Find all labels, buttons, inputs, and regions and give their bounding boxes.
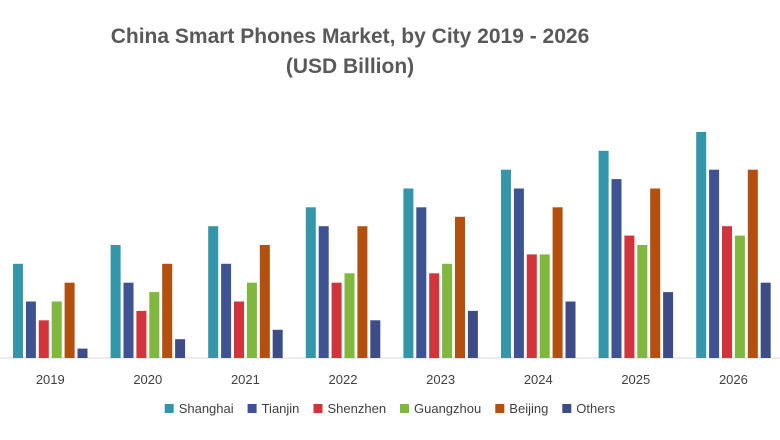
- bar-shanghai-2024: [501, 169, 511, 358]
- legend-swatch-others: [562, 404, 572, 413]
- bar-guangzhou-2022: [344, 273, 355, 359]
- legend-item-shanghai: Shanghai: [164, 401, 234, 416]
- legend-swatch-guangzhou: [400, 404, 409, 413]
- x-tick-label-2024: 2024: [524, 372, 553, 387]
- bar-beijing-2024: [552, 207, 563, 358]
- legend-swatch-tianjin: [247, 404, 257, 413]
- chart-title: China Smart Phones Market, by City 2019 …: [0, 22, 700, 82]
- bar-shanghai-2021: [208, 226, 219, 358]
- bar-shanghai-2023: [403, 188, 414, 358]
- bar-others-2022: [370, 320, 381, 358]
- legend-item-guangzhou: Guangzhou: [400, 401, 481, 416]
- x-tick-label-2023: 2023: [426, 372, 455, 387]
- bar-guangzhou-2019: [51, 301, 62, 358]
- bar-tianjin-2026: [709, 169, 720, 358]
- bar-beijing-2026: [747, 169, 758, 358]
- bar-guangzhou-2023: [442, 263, 453, 358]
- legend: Shanghai Tianjin Shenzhen Guangzhou Beijing O…: [164, 401, 616, 416]
- bar-tianjin-2023: [416, 207, 427, 358]
- chart-title-text: China Smart Phones Market, by City 2019 …: [110, 25, 590, 48]
- legend-swatch-beijing: [495, 404, 505, 413]
- bar-beijing-2020: [162, 263, 173, 358]
- bar-shenzhen-2019: [38, 320, 49, 358]
- bar-guangzhou-2026: [734, 235, 745, 358]
- bar-series-group: [13, 132, 771, 359]
- bar-guangzhou-2025: [637, 245, 648, 358]
- legend-item-beijing: Beijing: [495, 401, 548, 416]
- bar-others-2019: [77, 348, 88, 358]
- bar-beijing-2022: [357, 226, 368, 358]
- bar-guangzhou-2021: [246, 282, 257, 358]
- bar-shenzhen-2026: [722, 226, 732, 358]
- bar-tianjin-2025: [611, 179, 622, 358]
- legend-label-others: Others: [576, 401, 616, 416]
- bar-shenzhen-2024: [526, 254, 537, 358]
- legend-item-tianjin: Tianjin: [247, 401, 300, 416]
- bar-tianjin-2020: [123, 282, 134, 358]
- bar-tianjin-2021: [221, 263, 232, 358]
- bar-beijing-2025: [650, 188, 661, 358]
- bar-others-2023: [467, 310, 478, 358]
- bar-guangzhou-2024: [539, 254, 550, 358]
- legend-label-shanghai: Shanghai: [179, 401, 234, 416]
- bar-shenzhen-2025: [624, 235, 635, 358]
- x-tick-label-2022: 2022: [329, 372, 358, 387]
- bar-others-2025: [663, 292, 674, 358]
- legend-swatch-shenzhen: [313, 404, 323, 413]
- bar-beijing-2023: [455, 216, 465, 359]
- bar-shenzhen-2022: [331, 282, 342, 358]
- bar-tianjin-2019: [25, 301, 36, 358]
- bar-others-2024: [565, 301, 576, 358]
- bar-others-2020: [175, 339, 186, 358]
- bar-shenzhen-2023: [429, 273, 440, 359]
- bar-others-2026: [760, 282, 771, 358]
- legend-label-guangzhou: Guangzhou: [414, 401, 481, 416]
- bar-shanghai-2025: [598, 150, 609, 358]
- legend-label-shenzhen: Shenzhen: [328, 401, 387, 416]
- legend-label-beijing: Beijing: [509, 401, 548, 416]
- x-tick-label-2020: 2020: [133, 372, 162, 387]
- x-tick-label-2021: 2021: [231, 372, 260, 387]
- legend-item-shenzhen: Shenzhen: [313, 401, 387, 416]
- chart-subtitle-text: (USD Billion): [285, 55, 415, 78]
- bar-tianjin-2024: [513, 188, 524, 358]
- legend-label-tianjin: Tianjin: [262, 401, 300, 416]
- x-tick-labels: 2019 2020 2021 2022 2023 2024 2025 2026: [36, 372, 748, 387]
- bar-shenzhen-2021: [234, 301, 244, 358]
- bar-others-2021: [272, 329, 283, 359]
- x-tick-label-2026: 2026: [719, 372, 748, 387]
- bar-beijing-2021: [259, 245, 270, 358]
- bar-beijing-2019: [64, 282, 75, 358]
- bar-tianjin-2022: [318, 226, 329, 358]
- legend-item-others: Others: [562, 401, 616, 416]
- bar-shanghai-2022: [305, 207, 316, 358]
- bar-shenzhen-2020: [136, 310, 147, 358]
- x-tick-label-2019: 2019: [36, 372, 65, 387]
- bar-guangzhou-2020: [149, 292, 160, 358]
- bar-shanghai-2026: [696, 132, 707, 358]
- legend-swatch-shanghai: [164, 404, 174, 413]
- bar-shanghai-2019: [13, 263, 23, 358]
- x-tick-label-2025: 2025: [621, 372, 650, 387]
- bar-shanghai-2020: [110, 245, 121, 358]
